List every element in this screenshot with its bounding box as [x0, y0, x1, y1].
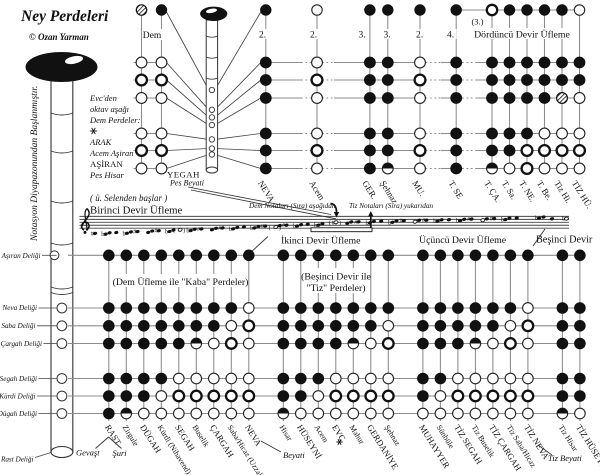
svg-text:ARAK: ARAK — [89, 137, 113, 147]
svg-text:oktav aşağı: oktav aşağı — [90, 104, 129, 114]
svg-text:Üçüncü Devir Üfleme: Üçüncü Devir Üfleme — [419, 234, 507, 246]
svg-text:#: # — [91, 230, 94, 237]
svg-text:Saba Deliği: Saba Deliği — [1, 322, 35, 330]
svg-text:Dem Perdeler:: Dem Perdeler: — [89, 115, 141, 125]
svg-text:Neva Deliği: Neva Deliği — [1, 304, 37, 312]
svg-text:İkinci Devir Üfleme: İkinci Devir Üfleme — [281, 235, 361, 247]
svg-text:Tiz Notaları (Sıra) yukarıdan: Tiz Notaları (Sıra) yukarıdan — [349, 202, 433, 210]
svg-text:#: # — [399, 218, 402, 225]
svg-text:Dügah Deliği: Dügah Deliği — [0, 410, 37, 418]
svg-text:AŞİRAN: AŞİRAN — [90, 159, 123, 169]
svg-text:4.: 4. — [447, 31, 454, 41]
svg-text:Acem Aşiran: Acem Aşiran — [89, 148, 134, 158]
svg-text:b: b — [456, 218, 459, 225]
svg-text:2.: 2. — [259, 31, 266, 41]
svg-text:#: # — [154, 228, 157, 235]
svg-text:3.: 3. — [383, 31, 390, 41]
svg-text:#: # — [490, 216, 493, 223]
svg-text:Notasyon Diyapazonundan Başlan: Notasyon Diyapazonundan Başlanmıştır. — [30, 86, 40, 242]
svg-text:(Beşinci Devir ile: (Beşinci Devir ile — [301, 272, 371, 283]
svg-text:Birinci Devir Üfleme: Birinci Devir Üfleme — [90, 205, 183, 217]
svg-text:Tiz Beyati: Tiz Beyati — [548, 453, 582, 463]
svg-text:b: b — [365, 220, 368, 227]
svg-text:Ney Perdeleri: Ney Perdeleri — [20, 8, 109, 25]
svg-text:3.: 3. — [358, 31, 365, 41]
svg-text:(3.): (3.) — [471, 16, 483, 26]
svg-text:Pes Hisar: Pes Hisar — [89, 170, 124, 180]
svg-text:(Dem Üfleme ile "Kaba" Perdele: (Dem Üfleme ile "Kaba" Perdeler) — [113, 276, 249, 288]
svg-text:#: # — [133, 229, 136, 236]
svg-text:b: b — [388, 219, 391, 226]
svg-text:): ) — [183, 227, 185, 234]
svg-text:YEGAH: YEGAH — [167, 170, 200, 180]
svg-text:(: ( — [173, 227, 175, 234]
svg-text:Rast Deliği: Rast Deliği — [0, 456, 34, 464]
svg-text:#: # — [197, 226, 200, 233]
svg-text:Çargah Deliği: Çargah Deliği — [1, 340, 42, 348]
svg-text:Aşıran Deliği: Aşıran Deliği — [1, 252, 41, 260]
svg-text:Pes Beyati: Pes Beyati — [169, 179, 204, 188]
svg-text:b: b — [501, 217, 504, 224]
svg-text:): ) — [279, 224, 281, 231]
svg-text:Kürdi Deliği: Kürdi Deliği — [0, 393, 36, 401]
svg-text:#: # — [261, 223, 264, 230]
svg-text:b: b — [186, 228, 189, 235]
svg-text:Dem Notaları (Sıra) aşağıdan: Dem Notaları (Sıra) aşağıdan — [248, 202, 336, 210]
svg-text:b: b — [250, 225, 253, 232]
svg-text:): ) — [339, 220, 341, 227]
svg-text:b: b — [562, 216, 565, 223]
svg-text:2.: 2. — [416, 31, 423, 41]
svg-text:b: b — [535, 215, 538, 222]
svg-text:b: b — [101, 231, 104, 238]
svg-text:"Tiz" Perdeler): "Tiz" Perdeler) — [306, 283, 365, 294]
svg-text:Beyati: Beyati — [283, 450, 305, 460]
svg-text:#: # — [422, 217, 425, 224]
svg-text:#: # — [354, 219, 357, 226]
svg-text:Gevaşt: Gevaşt — [76, 448, 100, 458]
svg-text:b: b — [314, 222, 317, 229]
svg-text:b: b — [165, 229, 168, 236]
svg-text:Dördüncü Devir Üfleme: Dördüncü Devir Üfleme — [474, 29, 570, 41]
svg-text:#: # — [282, 222, 285, 229]
svg-text:Beşinci Devir: Beşinci Devir — [536, 235, 593, 246]
svg-text:b: b — [433, 218, 436, 225]
svg-text:#: # — [332, 219, 335, 226]
svg-text:b: b — [123, 230, 126, 237]
svg-text:Şuri: Şuri — [113, 448, 128, 458]
svg-text:(: ( — [269, 224, 271, 231]
svg-text:2.: 2. — [310, 31, 317, 41]
svg-text:Dem: Dem — [143, 31, 162, 41]
svg-text:Segah Deliği: Segah Deliği — [0, 375, 37, 383]
svg-text:#: # — [467, 216, 470, 223]
svg-text:© Ozan Yarman: © Ozan Yarman — [29, 32, 89, 42]
svg-text:(: ( — [329, 220, 331, 227]
svg-text:Evc'den: Evc'den — [89, 93, 117, 103]
svg-text:#: # — [218, 225, 221, 232]
svg-text:b: b — [229, 226, 232, 233]
svg-text:( ü. Selenden başlar ): ( ü. Selenden başlar ) — [90, 193, 167, 203]
svg-text:b: b — [293, 223, 296, 230]
